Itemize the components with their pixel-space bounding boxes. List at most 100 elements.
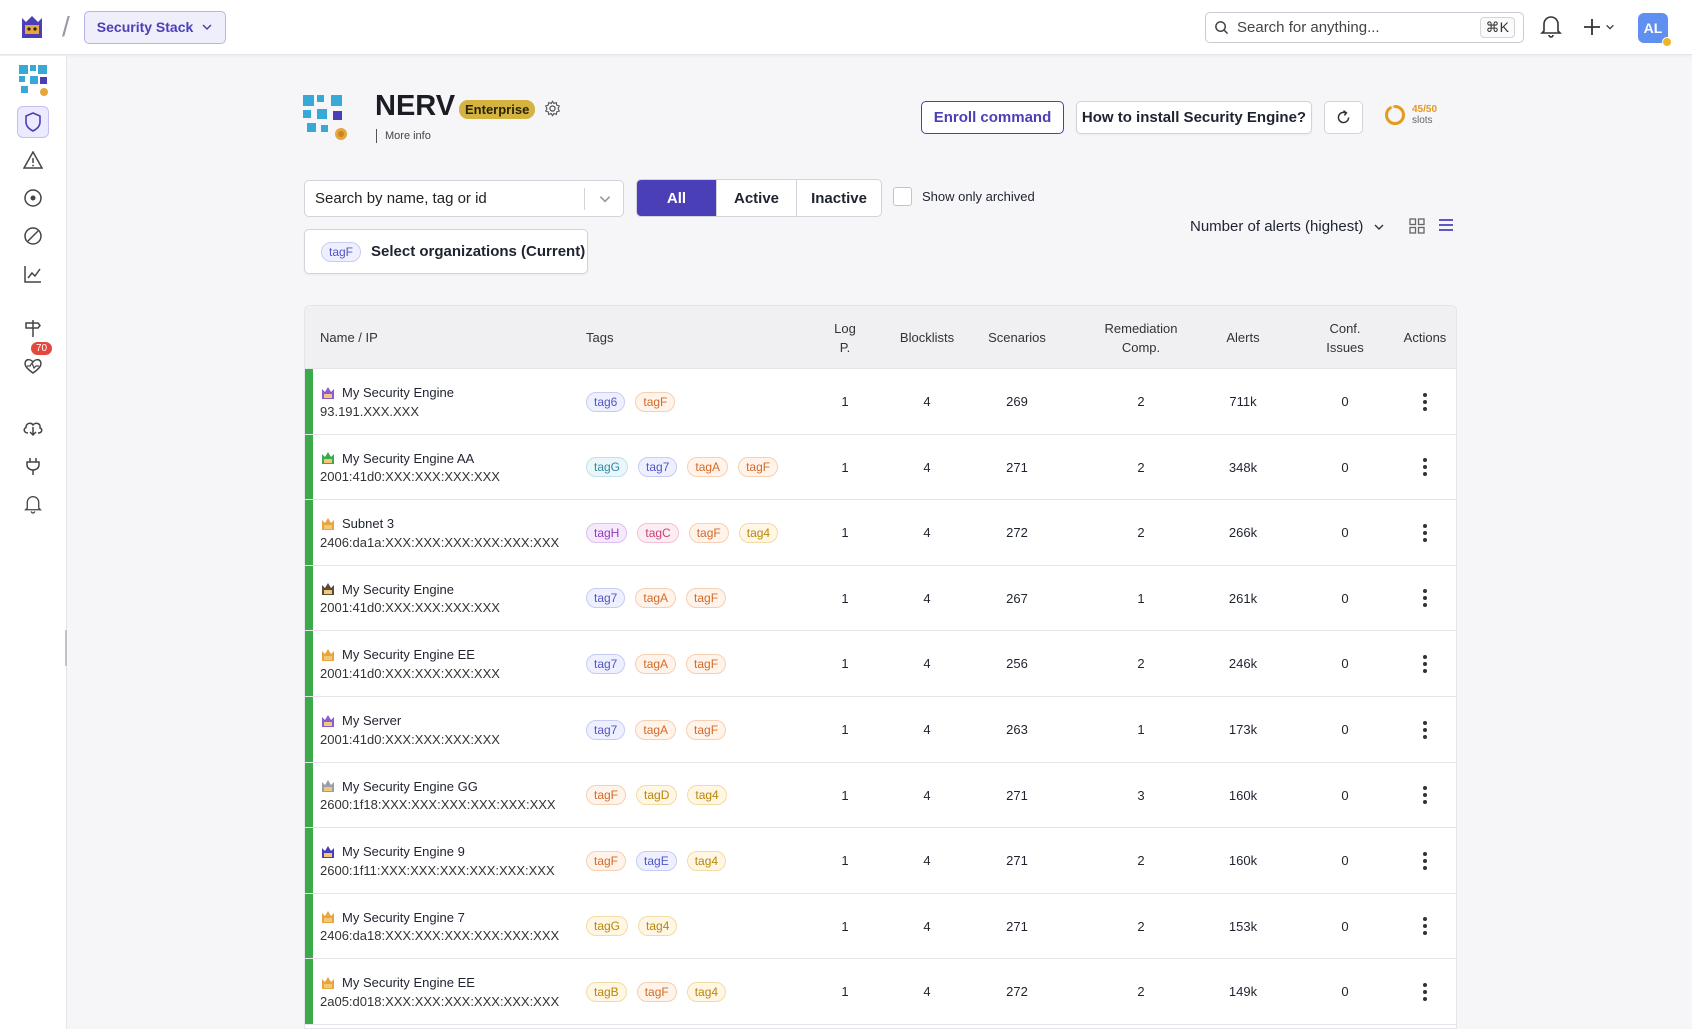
more-vertical-icon[interactable] bbox=[1423, 589, 1427, 608]
app-logo-icon[interactable] bbox=[16, 11, 48, 43]
tab-all[interactable]: All bbox=[637, 180, 717, 216]
more-vertical-icon[interactable] bbox=[1423, 523, 1427, 542]
engine-name[interactable]: My Security Engine EE bbox=[342, 975, 475, 991]
sort-dropdown[interactable]: Number of alerts (highest) bbox=[1190, 218, 1385, 235]
blocklists-value: 4 bbox=[923, 459, 931, 475]
col-remediation[interactable]: Remediation Comp. bbox=[1081, 306, 1201, 369]
sidebar-integrations[interactable] bbox=[17, 450, 49, 482]
enroll-command-button[interactable]: Enroll command bbox=[921, 101, 1064, 134]
more-vertical-icon[interactable] bbox=[1423, 392, 1427, 411]
row-tag: tag4 bbox=[638, 916, 678, 937]
table-row[interactable]: My Security Engine 7 2406:da18:XXX:XXX:XX… bbox=[305, 893, 1456, 960]
grid-view-icon[interactable] bbox=[1409, 218, 1425, 239]
security-stack-label: Security Stack bbox=[96, 19, 194, 35]
more-vertical-icon[interactable] bbox=[1423, 720, 1427, 739]
remediation-value: 1 bbox=[1137, 590, 1145, 606]
remediation-value: 2 bbox=[1137, 394, 1145, 409]
table-row[interactable]: My Server 2001:41d0:XXX:XXX:XXX:XXX tag7 ta… bbox=[305, 697, 1456, 763]
engine-ip: 2001:41d0:XXX:XXX:XXX:XXX bbox=[320, 600, 500, 616]
sidebar-analytics[interactable] bbox=[17, 258, 49, 290]
blocked-icon bbox=[24, 227, 42, 245]
table-row[interactable]: My Security Engine 2001:41d0:XXX:XXX:XXX:… bbox=[305, 565, 1456, 632]
engine-name[interactable]: My Security Engine 9 bbox=[342, 844, 465, 860]
table-row[interactable]: My Security Engine AA 2001:41d0:XXX:XXX:X… bbox=[305, 434, 1456, 501]
table-row[interactable]: My Security Engine EE 2001:41d0:XXX:XXX:X… bbox=[305, 631, 1456, 697]
engine-name[interactable]: My Security Engine 7 bbox=[342, 909, 465, 925]
engine-search-input[interactable] bbox=[315, 190, 576, 207]
col-scenarios[interactable]: Scenarios bbox=[988, 330, 1046, 345]
status-bar-active bbox=[305, 893, 313, 959]
sidebar-scenarios[interactable] bbox=[17, 182, 49, 214]
table-row[interactable]: My Security Engine 9 2600:1f11:XXX:XXX:XX… bbox=[305, 828, 1456, 894]
more-vertical-icon[interactable] bbox=[1423, 786, 1427, 805]
engine-name[interactable]: My Security Engine AA bbox=[342, 450, 475, 466]
sidebar-organization[interactable] bbox=[17, 64, 49, 96]
scenarios-value: 269 bbox=[1006, 394, 1028, 409]
global-search[interactable]: ⌘K bbox=[1205, 12, 1524, 43]
more-vertical-icon[interactable] bbox=[1423, 458, 1427, 477]
engine-name[interactable]: My Security Engine bbox=[342, 385, 454, 400]
sidebar-resize-handle[interactable] bbox=[65, 630, 67, 666]
table-row[interactable]: Subnet 3 2406:da1a:XXX:XXX:XXX:XXX:XXX:XX… bbox=[305, 500, 1456, 566]
conf-issues-value: 0 bbox=[1341, 459, 1349, 475]
engine-name-cell: My Security Engine 2001:41d0:XXX:XXX:XXX:… bbox=[320, 566, 500, 631]
show-archived-checkbox[interactable] bbox=[893, 187, 912, 206]
table-row[interactable]: My Security Engine 93.191.XXX.XXX tag6 tagF… bbox=[305, 369, 1456, 435]
more-vertical-icon[interactable] bbox=[1423, 851, 1427, 870]
list-view-icon[interactable] bbox=[1438, 217, 1454, 238]
col-log-processors[interactable]: Log P. bbox=[815, 306, 875, 369]
create-menu-button[interactable] bbox=[1582, 17, 1615, 37]
slots-indicator: 45/50 slots bbox=[1384, 104, 1437, 126]
more-info-link[interactable]: More info bbox=[376, 129, 431, 143]
notifications-bell-icon[interactable] bbox=[1540, 14, 1562, 38]
engine-name-cell: My Security Engine EE 2001:41d0:XXX:XXX:X… bbox=[320, 631, 500, 696]
sidebar-downloads[interactable] bbox=[17, 412, 49, 444]
more-vertical-icon[interactable] bbox=[1423, 654, 1427, 673]
col-conf-issues[interactable]: Conf. Issues bbox=[1305, 306, 1385, 369]
shield-icon bbox=[25, 112, 41, 132]
engine-name[interactable]: My Security Engine GG bbox=[342, 778, 478, 794]
user-avatar[interactable]: AL bbox=[1638, 13, 1672, 47]
col-alerts[interactable]: Alerts bbox=[1226, 330, 1260, 345]
blocklists-value: 4 bbox=[923, 525, 931, 541]
global-search-input[interactable] bbox=[1237, 19, 1472, 36]
sidebar-routing[interactable] bbox=[17, 312, 49, 344]
more-vertical-icon[interactable] bbox=[1423, 917, 1427, 936]
row-tag: tagC bbox=[637, 522, 679, 543]
table-row[interactable]: My Security Engine GG 2600:1f18:XXX:XXX:X… bbox=[305, 762, 1456, 829]
tab-active[interactable]: Active bbox=[717, 180, 797, 216]
sidebar-alerts[interactable] bbox=[17, 144, 49, 176]
select-organizations-button[interactable]: tagF Select organizations (Current) bbox=[304, 229, 588, 274]
engine-ip: 2001:41d0:XXX:XXX:XXX:XXX bbox=[320, 731, 500, 747]
blocklists-value: 4 bbox=[923, 918, 931, 934]
tab-inactive[interactable]: Inactive bbox=[811, 189, 867, 207]
conf-issues-value: 0 bbox=[1341, 918, 1349, 934]
engine-name[interactable]: My Server bbox=[342, 713, 402, 728]
row-actions bbox=[1385, 697, 1456, 762]
engine-search[interactable] bbox=[304, 180, 624, 217]
security-stack-selector[interactable]: Security Stack bbox=[83, 10, 227, 44]
engine-name[interactable]: Subnet 3 bbox=[342, 516, 395, 532]
sidebar-blocklists[interactable] bbox=[17, 220, 49, 252]
how-to-install-button[interactable]: How to install Security Engine? bbox=[1076, 101, 1312, 134]
engine-name[interactable]: My Security Engine bbox=[342, 581, 454, 597]
org-settings-gear-icon[interactable] bbox=[544, 100, 561, 122]
status-bar-active bbox=[305, 762, 313, 828]
engine-ip: 2600:1f18:XXX:XXX:XXX:XXX:XXX:XXX bbox=[320, 797, 556, 813]
row-tag: tag4 bbox=[738, 522, 779, 543]
engine-name-cell: Subnet 3 2406:da1a:XXX:XXX:XXX:XXX:XXX:XX… bbox=[320, 500, 559, 565]
sidebar-health[interactable]: 70 bbox=[17, 342, 53, 382]
health-badge: 70 bbox=[31, 342, 53, 355]
engine-avatar-icon bbox=[322, 648, 334, 661]
row-tag: tagH bbox=[586, 522, 628, 543]
table-row[interactable]: My Security Engine EE 2a05:d018:XXX:XXX:X… bbox=[305, 959, 1456, 1025]
sidebar-security-engines[interactable] bbox=[17, 106, 49, 138]
slots-label: slots bbox=[1412, 115, 1433, 126]
refresh-button[interactable] bbox=[1324, 101, 1363, 134]
more-vertical-icon[interactable] bbox=[1423, 982, 1427, 1001]
sidebar-notifications[interactable] bbox=[17, 488, 49, 520]
col-name[interactable]: Name / IP bbox=[320, 330, 378, 345]
col-blocklists[interactable]: Blocklists bbox=[899, 330, 955, 345]
chevron-down-icon[interactable] bbox=[593, 192, 617, 206]
engine-name[interactable]: My Security Engine EE bbox=[342, 647, 475, 663]
